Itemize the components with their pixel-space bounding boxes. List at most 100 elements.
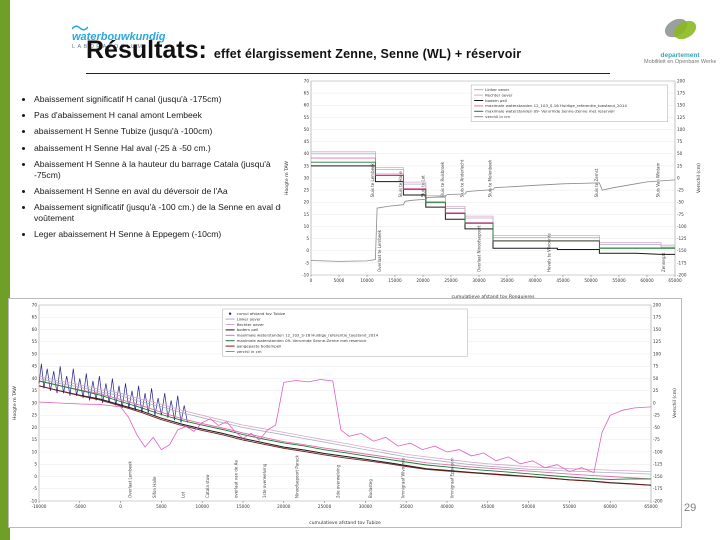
svg-text:Zennegat: Zennegat: [661, 252, 666, 272]
svg-text:-50: -50: [653, 425, 660, 430]
page-number: 29: [684, 502, 697, 514]
chart-canal-ronquieres: -10 -5 0 5 10 15 20 25 30 35 40 45 50 55 60 65 70 -200 -17…: [281, 75, 705, 301]
bullet-item: Leger abaissement H Senne à Eppegem (-10…: [34, 229, 290, 240]
svg-text:maximale waterstanden 12_103_S: maximale waterstanden 12_103_S-16 Huidig…: [485, 103, 627, 108]
svg-text:limnigraaf Vilvoorde: limnigraaf Vilvoorde: [401, 457, 406, 498]
title-sub: effet élargissement Zenne, Senne (WL) + …: [213, 47, 522, 61]
svg-text:5: 5: [34, 462, 37, 467]
svg-text:Sluis te Lembeek: Sluis te Lembeek: [370, 162, 375, 197]
svg-text:45000: 45000: [481, 504, 495, 509]
svg-text:10: 10: [32, 449, 38, 454]
svg-text:Sifon Halle: Sifon Halle: [152, 476, 157, 498]
department-label: departement: [660, 52, 700, 59]
svg-text:25: 25: [677, 163, 683, 168]
svg-text:50000: 50000: [584, 278, 598, 283]
svg-text:cumulatieve afstand tov Tubize: cumulatieve afstand tov Tubize: [309, 520, 381, 526]
svg-text:55000: 55000: [563, 504, 577, 509]
svg-text:25: 25: [304, 188, 310, 193]
svg-text:25000: 25000: [444, 278, 458, 283]
logo-line2: LABORATORIUM: [72, 44, 145, 50]
svg-text:30: 30: [304, 175, 310, 180]
svg-text:65: 65: [32, 315, 38, 320]
svg-text:50: 50: [677, 151, 683, 156]
svg-text:65000: 65000: [644, 504, 658, 509]
svg-text:Hoogte m TAW: Hoogte m TAW: [12, 386, 18, 420]
svg-text:70: 70: [304, 78, 310, 83]
svg-text:-25: -25: [677, 188, 684, 193]
svg-text:30000: 30000: [359, 504, 373, 509]
svg-text:45000: 45000: [556, 278, 570, 283]
svg-text:25: 25: [32, 413, 38, 418]
svg-text:Lot: Lot: [180, 491, 185, 498]
svg-text:overlaat van de Aa: overlaat van de Aa: [233, 460, 238, 498]
svg-text:150: 150: [677, 103, 685, 108]
svg-text:45: 45: [304, 139, 310, 144]
svg-text:-175: -175: [677, 260, 687, 265]
svg-text:20000: 20000: [416, 278, 430, 283]
department-logo: departement Mobiliteit en Openbare Werke…: [644, 12, 716, 65]
svg-text:15000: 15000: [388, 278, 402, 283]
svg-text:Sluis te Lot: Sluis te Lot: [420, 175, 425, 198]
svg-text:175: 175: [653, 315, 661, 320]
chart-senne-tubize: -10 -5 0 5 10 15 20 25 30 35 40 45 50 55 60 65 70 -200 -17…: [8, 298, 682, 528]
svg-text:50: 50: [304, 127, 310, 132]
svg-text:25: 25: [653, 388, 659, 393]
svg-text:cumul afstand tov Tubize: cumul afstand tov Tubize: [237, 311, 286, 316]
svg-text:125: 125: [677, 115, 685, 120]
bullet-item: Abaissement significatif H canal (jusqu'…: [34, 94, 290, 105]
svg-text:aangepaste bodempeil: aangepaste bodempeil: [237, 343, 282, 348]
svg-text:20: 20: [304, 200, 310, 205]
svg-text:20: 20: [32, 425, 38, 430]
svg-text:40: 40: [32, 376, 38, 381]
svg-text:Sluis te Anderlecht: Sluis te Anderlecht: [460, 159, 465, 197]
svg-text:-200: -200: [677, 272, 687, 277]
svg-text:55000: 55000: [612, 278, 626, 283]
svg-text:Sluis te Ruisbroek: Sluis te Ruisbroek: [440, 161, 445, 197]
svg-text:-75: -75: [653, 437, 660, 442]
svg-text:40: 40: [304, 151, 310, 156]
svg-text:65000: 65000: [668, 278, 682, 283]
bullet-item: Abaissement significatif (jusqu'à -100 c…: [34, 202, 290, 223]
svg-text:-75: -75: [677, 212, 684, 217]
svg-text:15: 15: [32, 437, 38, 442]
svg-text:0: 0: [677, 175, 680, 180]
svg-text:55: 55: [32, 339, 38, 344]
svg-text:Hoogte m TAW: Hoogte m TAW: [284, 161, 290, 195]
svg-text:Linker oever: Linker oever: [485, 87, 510, 92]
department-leaf-icon: [664, 18, 697, 40]
svg-text:25000: 25000: [318, 504, 332, 509]
svg-text:0: 0: [653, 400, 656, 405]
svg-text:15: 15: [304, 212, 310, 217]
svg-text:Rechter oever: Rechter oever: [485, 92, 513, 97]
svg-text:maximale waterstanden 09- Veru: maximale waterstanden 09- Verurmde Senne…: [485, 109, 615, 114]
department-sublabel: Mobiliteit en Openbare Werken: [644, 59, 716, 65]
svg-text:100: 100: [677, 127, 685, 132]
svg-text:bodem peil: bodem peil: [237, 327, 259, 332]
svg-text:65: 65: [304, 91, 310, 96]
svg-text:Overlaat Lembeek: Overlaat Lembeek: [127, 461, 132, 498]
page-title: Résultats: effet élargissement Zenne, Se…: [86, 36, 666, 65]
svg-text:35000: 35000: [400, 504, 414, 509]
svg-text:15000: 15000: [236, 504, 250, 509]
svg-text:Verschil (cm): Verschil (cm): [696, 163, 702, 193]
svg-text:-50: -50: [677, 200, 684, 205]
bullet-item: Pas d'abaissement H canal amont Lembeek: [34, 110, 290, 121]
svg-text:175: 175: [677, 91, 685, 96]
svg-text:Linker oever: Linker oever: [237, 316, 262, 321]
svg-text:Verschil (cm): Verschil (cm): [672, 388, 678, 418]
svg-text:-5000: -5000: [74, 504, 87, 509]
svg-text:0: 0: [34, 474, 37, 479]
svg-text:60: 60: [304, 103, 310, 108]
results-bullet-list: Abaissement significatif H canal (jusqu'…: [20, 94, 290, 245]
svg-text:35: 35: [304, 163, 310, 168]
svg-text:200: 200: [653, 302, 661, 307]
svg-text:-125: -125: [677, 236, 687, 241]
svg-text:10000: 10000: [196, 504, 210, 509]
svg-text:Ninoofsepoort Paruck: Ninoofsepoort Paruck: [295, 455, 300, 498]
svg-text:-150: -150: [653, 474, 663, 479]
svg-text:70: 70: [32, 302, 38, 307]
svg-text:2de overwelving: 2de overwelving: [335, 464, 340, 498]
svg-text:-5: -5: [33, 486, 38, 491]
svg-text:0: 0: [306, 248, 309, 253]
